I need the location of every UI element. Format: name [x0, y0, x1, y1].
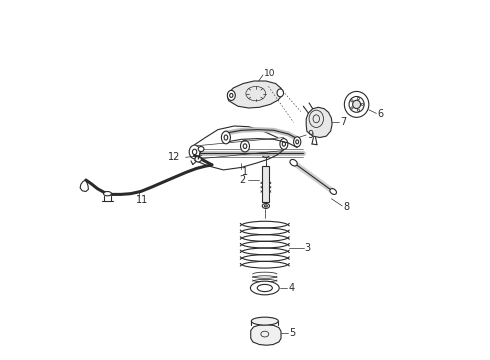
Text: 10: 10: [264, 69, 275, 78]
Ellipse shape: [353, 100, 361, 109]
Ellipse shape: [290, 159, 297, 166]
Text: 11: 11: [136, 195, 148, 205]
Text: 7: 7: [340, 117, 346, 127]
Text: 8: 8: [343, 202, 349, 212]
Ellipse shape: [221, 131, 230, 144]
Text: 9: 9: [307, 130, 313, 140]
Text: 5: 5: [289, 328, 295, 338]
Text: 2: 2: [239, 175, 245, 185]
Ellipse shape: [263, 154, 269, 157]
Polygon shape: [251, 325, 281, 345]
Ellipse shape: [189, 145, 200, 159]
Polygon shape: [306, 107, 332, 138]
Ellipse shape: [251, 317, 278, 325]
Ellipse shape: [330, 189, 337, 194]
Text: 4: 4: [288, 283, 294, 293]
Bar: [262, 166, 270, 202]
Ellipse shape: [198, 147, 204, 152]
Ellipse shape: [195, 156, 201, 162]
Ellipse shape: [280, 139, 288, 149]
Text: 1: 1: [242, 167, 248, 177]
Ellipse shape: [262, 203, 270, 208]
Polygon shape: [228, 81, 283, 108]
Ellipse shape: [344, 91, 369, 117]
Ellipse shape: [241, 140, 249, 152]
Ellipse shape: [103, 192, 111, 196]
Ellipse shape: [294, 137, 301, 147]
Text: 12: 12: [168, 152, 180, 162]
Text: 3: 3: [304, 243, 311, 253]
Text: 6: 6: [377, 109, 383, 119]
Ellipse shape: [277, 89, 284, 97]
Ellipse shape: [250, 281, 279, 295]
Ellipse shape: [227, 90, 235, 100]
